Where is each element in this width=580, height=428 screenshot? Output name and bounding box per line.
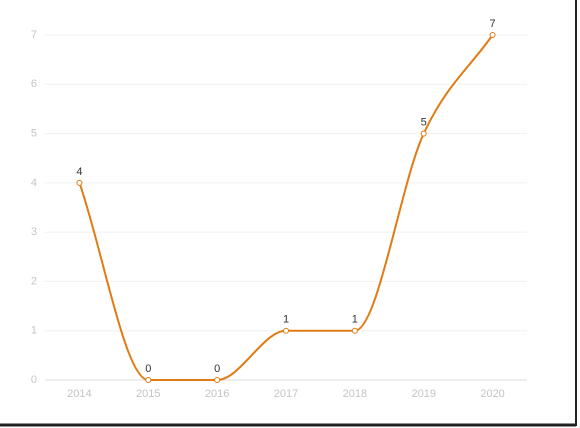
x-tick-label: 2014 xyxy=(67,388,91,400)
y-tick-label: 2 xyxy=(31,275,37,287)
point xyxy=(76,179,83,186)
data-label: 7 xyxy=(490,18,496,30)
y-tick-label: 3 xyxy=(31,226,37,238)
point xyxy=(145,377,152,383)
x-tick-label: 2019 xyxy=(411,388,435,400)
y-tick-label: 7 xyxy=(31,29,37,41)
point xyxy=(214,377,221,383)
x-tick-label: 2020 xyxy=(480,388,504,400)
data-label: 1 xyxy=(283,314,289,326)
data-label: 0 xyxy=(214,363,220,375)
point xyxy=(283,327,289,334)
data-label: 5 xyxy=(421,116,427,128)
y-tick-label: 1 xyxy=(31,325,37,337)
x-tick-label: 2017 xyxy=(274,388,298,400)
x-tick-label: 2015 xyxy=(136,388,160,400)
data-label: 0 xyxy=(145,363,151,375)
point xyxy=(489,32,496,38)
data-label: 4 xyxy=(76,166,82,178)
point xyxy=(420,130,427,137)
x-tick-label: 2018 xyxy=(343,388,367,400)
point xyxy=(351,327,358,334)
x-tick-label: 2016 xyxy=(205,388,229,400)
y-tick-label: 0 xyxy=(31,374,37,386)
y-tick-label: 6 xyxy=(31,78,37,90)
y-tick-label: 5 xyxy=(31,127,37,139)
y-tick-label: 4 xyxy=(31,177,37,189)
data-label: 1 xyxy=(352,314,358,326)
